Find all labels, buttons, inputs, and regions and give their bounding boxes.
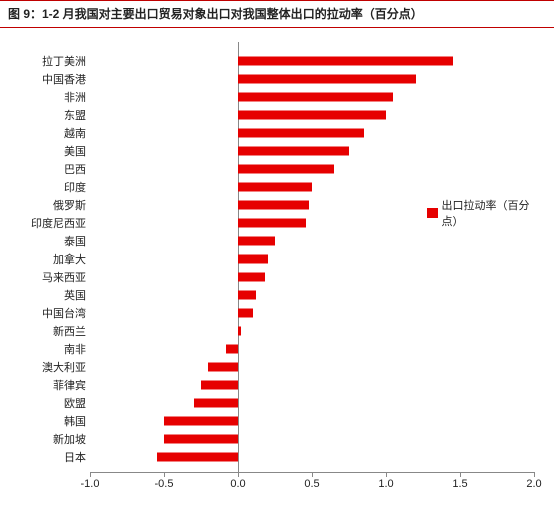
data-bar: [238, 201, 309, 210]
category-label: 美国: [10, 143, 86, 159]
data-bar: [238, 75, 416, 84]
data-bar: [238, 327, 241, 336]
category-label: 澳大利亚: [10, 359, 86, 375]
category-label: 韩国: [10, 413, 86, 429]
x-tick-label: 0.5: [304, 478, 319, 490]
category-label: 巴西: [10, 161, 86, 177]
plot-region: 拉丁美洲中国香港非洲东盟越南美国巴西印度俄罗斯印度尼西亚泰国加拿大马来西亚英国中…: [90, 42, 534, 472]
x-tick: [164, 472, 165, 477]
data-bar: [238, 111, 386, 120]
category-label: 新西兰: [10, 323, 86, 339]
data-bar: [201, 381, 238, 390]
x-tick-label: 1.0: [378, 478, 393, 490]
title-bar: 图 9：1-2 月我国对主要出口贸易对象出口对我国整体出口的拉动率（百分点）: [0, 0, 554, 28]
data-bar: [238, 255, 268, 264]
category-label: 日本: [10, 449, 86, 465]
category-label: 新加坡: [10, 431, 86, 447]
category-label: 马来西亚: [10, 269, 86, 285]
category-label: 东盟: [10, 107, 86, 123]
category-label: 非洲: [10, 89, 86, 105]
x-tick: [312, 472, 313, 477]
data-bar: [194, 399, 238, 408]
data-bar: [164, 417, 238, 426]
data-bar: [157, 453, 238, 462]
x-tick: [90, 472, 91, 477]
data-bar: [238, 93, 393, 102]
category-label: 南非: [10, 341, 86, 357]
category-label: 印度尼西亚: [10, 215, 86, 231]
data-bar: [226, 345, 238, 354]
category-label: 中国香港: [10, 71, 86, 87]
x-tick: [460, 472, 461, 477]
category-label: 泰国: [10, 233, 86, 249]
data-bar: [238, 291, 256, 300]
x-tick-label: -0.5: [155, 478, 174, 490]
x-tick-label: 0.0: [230, 478, 245, 490]
chart-container: 图 9：1-2 月我国对主要出口贸易对象出口对我国整体出口的拉动率（百分点） 拉…: [0, 0, 554, 508]
data-bar: [238, 147, 349, 156]
data-bar: [238, 129, 364, 138]
x-tick: [238, 472, 239, 477]
data-bar: [208, 363, 238, 372]
x-tick: [386, 472, 387, 477]
category-label: 俄罗斯: [10, 197, 86, 213]
data-bar: [238, 183, 312, 192]
category-label: 欧盟: [10, 395, 86, 411]
data-bar: [238, 57, 453, 66]
x-tick-label: -1.0: [81, 478, 100, 490]
category-label: 印度: [10, 179, 86, 195]
legend-label: 出口拉动率（百分点）: [442, 197, 534, 229]
data-bar: [164, 435, 238, 444]
category-label: 越南: [10, 125, 86, 141]
chart-area: 拉丁美洲中国香港非洲东盟越南美国巴西印度俄罗斯印度尼西亚泰国加拿大马来西亚英国中…: [10, 36, 544, 496]
data-bar: [238, 165, 334, 174]
x-tick: [534, 472, 535, 477]
data-bar: [238, 273, 265, 282]
category-label: 英国: [10, 287, 86, 303]
x-tick-label: 2.0: [526, 478, 541, 490]
chart-title: 图 9：1-2 月我国对主要出口贸易对象出口对我国整体出口的拉动率（百分点）: [8, 7, 423, 21]
x-tick-label: 1.5: [452, 478, 467, 490]
category-label: 中国台湾: [10, 305, 86, 321]
category-label: 拉丁美洲: [10, 53, 86, 69]
data-bar: [238, 219, 306, 228]
category-label: 菲律宾: [10, 377, 86, 393]
category-label: 加拿大: [10, 251, 86, 267]
legend: 出口拉动率（百分点）: [427, 197, 534, 229]
legend-swatch: [427, 208, 437, 218]
data-bar: [238, 309, 253, 318]
data-bar: [238, 237, 275, 246]
